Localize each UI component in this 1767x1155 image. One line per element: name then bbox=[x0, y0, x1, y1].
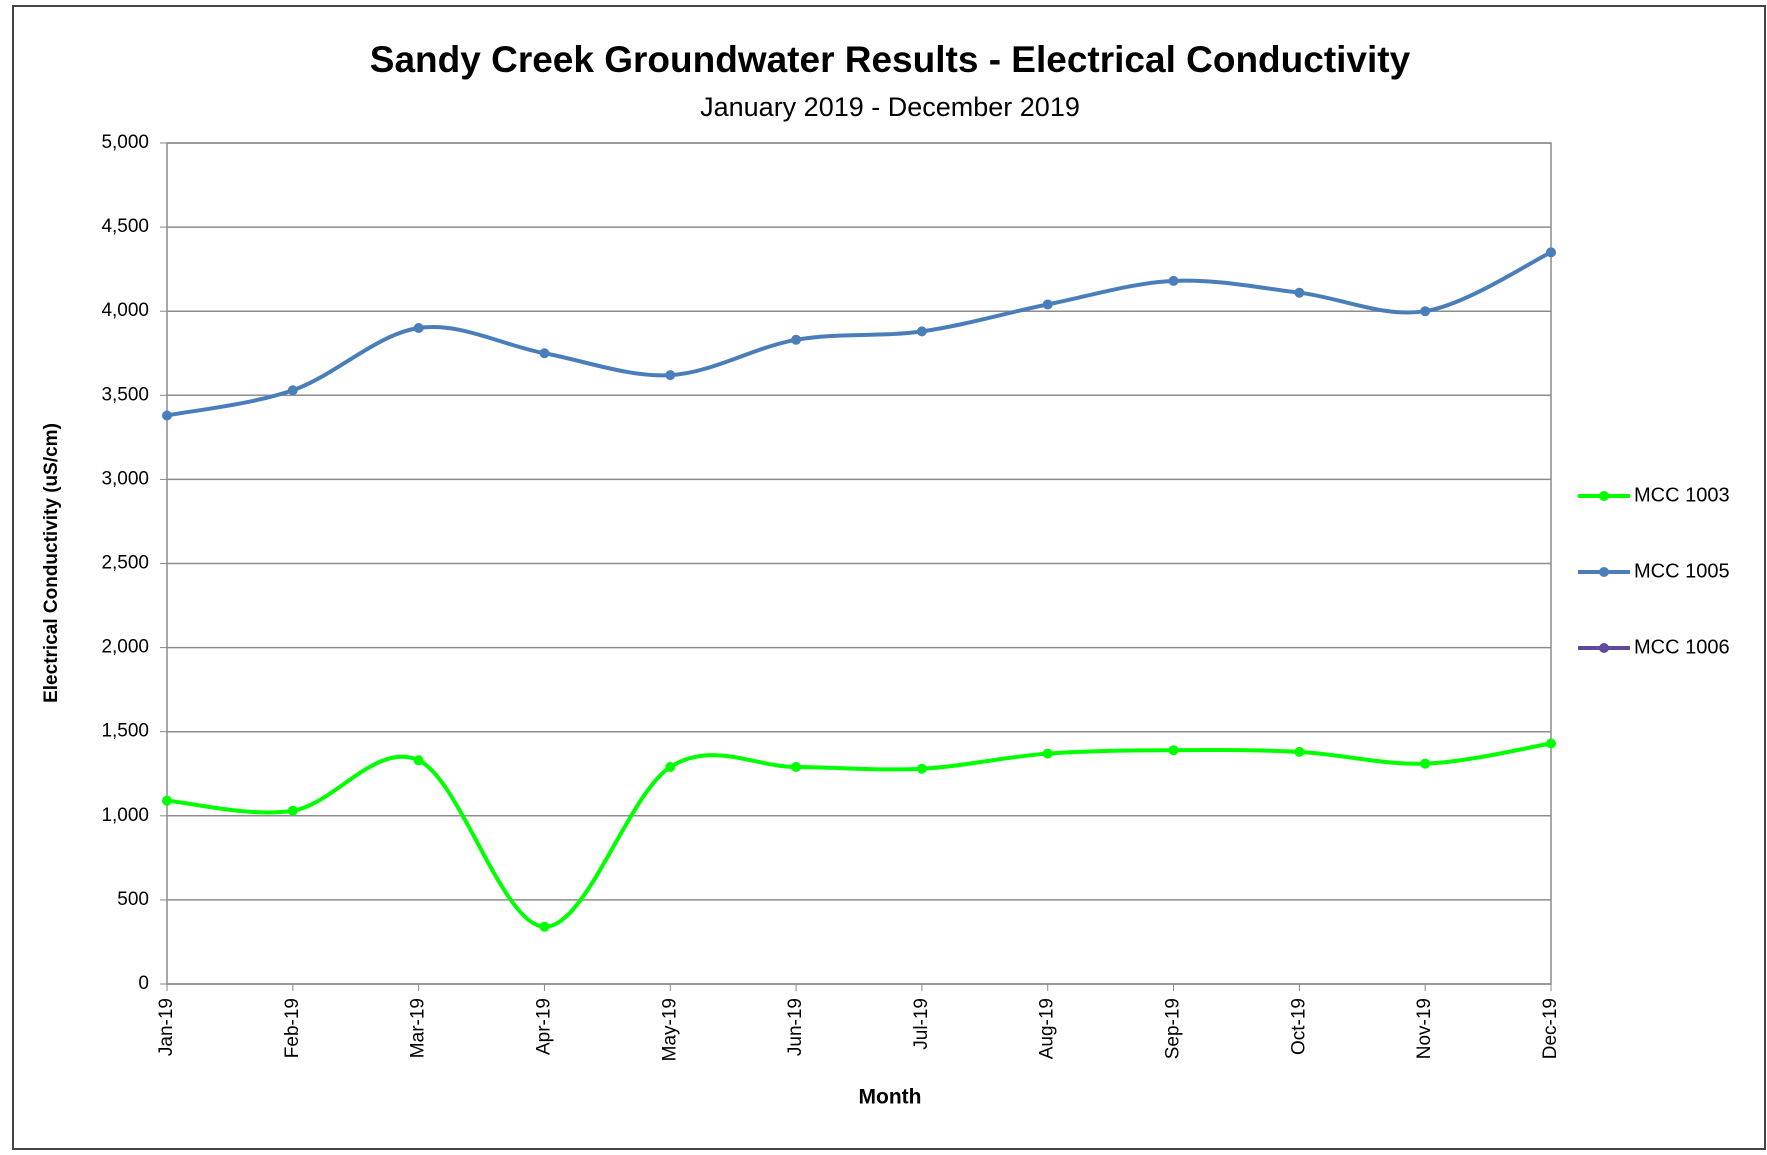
data-point bbox=[413, 323, 424, 334]
y-tick-label: 1,500 bbox=[101, 721, 149, 742]
data-point bbox=[1546, 738, 1556, 749]
legend-marker bbox=[1599, 567, 1609, 577]
x-tick-label: Mar-19 bbox=[408, 998, 429, 1058]
x-tick-label: Dec-19 bbox=[1540, 998, 1561, 1059]
x-tick-label: Jan-19 bbox=[156, 998, 177, 1056]
chart-subtitle: January 2019 - December 2019 bbox=[700, 92, 1080, 122]
x-tick-label: Nov-19 bbox=[1414, 998, 1435, 1059]
x-tick-label: Oct-19 bbox=[1288, 998, 1309, 1055]
data-point bbox=[791, 334, 802, 345]
data-point bbox=[162, 795, 172, 806]
data-point bbox=[539, 348, 550, 359]
legend-marker bbox=[1599, 491, 1609, 501]
x-tick-label: Apr-19 bbox=[533, 998, 554, 1055]
legend-label: MCC 1006 bbox=[1634, 636, 1730, 658]
x-tick-label: Aug-19 bbox=[1037, 998, 1058, 1059]
data-point bbox=[413, 755, 424, 766]
data-point bbox=[1420, 306, 1431, 317]
data-point bbox=[1168, 275, 1179, 286]
data-point bbox=[791, 762, 802, 773]
y-tick-label: 5,000 bbox=[101, 132, 149, 153]
y-tick-label: 1,000 bbox=[101, 805, 149, 826]
x-tick-label: Sep-19 bbox=[1163, 998, 1184, 1059]
y-tick-label: 4,500 bbox=[101, 216, 149, 237]
x-tick-label: May-19 bbox=[659, 998, 680, 1061]
x-tick-label: Feb-19 bbox=[282, 998, 303, 1058]
y-tick-label: 500 bbox=[117, 889, 149, 910]
data-point bbox=[1042, 299, 1053, 310]
data-point bbox=[539, 921, 550, 932]
data-point bbox=[665, 370, 676, 381]
data-point bbox=[1042, 748, 1053, 759]
data-point bbox=[1294, 287, 1305, 298]
data-point bbox=[287, 385, 298, 396]
data-point bbox=[1294, 746, 1305, 757]
y-tick-label: 3,500 bbox=[101, 384, 149, 405]
data-point bbox=[1420, 758, 1431, 769]
legend-marker bbox=[1599, 643, 1609, 653]
data-point bbox=[665, 762, 676, 773]
data-point bbox=[1168, 745, 1179, 756]
series-line bbox=[166, 250, 1552, 418]
legend-label: MCC 1005 bbox=[1634, 560, 1730, 582]
chart-frame bbox=[12, 5, 1766, 1150]
data-point bbox=[1546, 247, 1556, 258]
plot-border bbox=[166, 142, 1552, 985]
data-point bbox=[287, 805, 298, 816]
y-tick-label: 3,000 bbox=[101, 468, 149, 489]
y-tick-label: 0 bbox=[138, 973, 149, 994]
x-tick-label: Jun-19 bbox=[785, 998, 806, 1056]
y-tick-label: 2,500 bbox=[101, 553, 149, 574]
x-axis-label: Month bbox=[859, 1086, 922, 1109]
legend-label: MCC 1003 bbox=[1634, 484, 1730, 506]
y-tick-label: 2,000 bbox=[101, 637, 149, 658]
x-tick-label: Jul-19 bbox=[911, 998, 932, 1050]
chart-title: Sandy Creek Groundwater Results - Electr… bbox=[370, 39, 1411, 80]
data-point bbox=[916, 326, 927, 337]
data-point bbox=[162, 410, 172, 421]
y-axis-label: Electrical Conductivity (uS/cm) bbox=[41, 423, 62, 703]
data-point bbox=[916, 763, 927, 774]
y-tick-label: 4,000 bbox=[101, 300, 149, 321]
